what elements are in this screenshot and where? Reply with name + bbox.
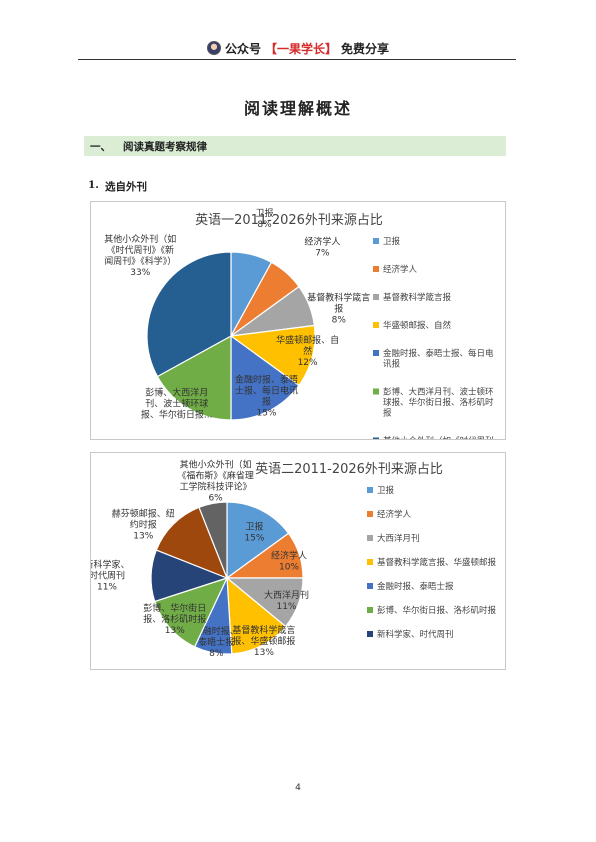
legend-swatch <box>373 294 379 300</box>
header-brand: 【一果学长】 <box>264 41 337 56</box>
page-number: 4 <box>295 783 301 793</box>
legend-swatch <box>373 238 379 244</box>
subsection-title: 选自外刊 <box>104 181 147 193</box>
legend-swatch <box>373 388 379 395</box>
legend-item: 卫报 <box>367 485 395 496</box>
avatar-icon <box>206 41 221 55</box>
legend-item: 基督教科学箴言报、华盛顿邮报 <box>367 557 497 568</box>
legend-label: 彭博、大西洋月刊、波士顿环球报、华尔街日报、洛杉矶时报 <box>383 387 494 419</box>
section-title: 阅读真题考察规律 <box>123 140 207 153</box>
slice-label: 金融时报、泰晤士报、每日电讯报 15% <box>235 373 298 418</box>
slice-label: 经济学人 7% <box>304 236 340 259</box>
legend-item: 金融时报、泰晤士报、每日电讯报 <box>373 348 494 370</box>
pie-chart-english-one: 英语一2011-2026外刊来源占比 卫报 8% 经济学人 7% 基督教科学箴言报 8% 华盛… <box>90 201 506 440</box>
legend-swatch <box>373 437 379 439</box>
chart-title: 英语一2011-2026外刊来源占比 <box>195 213 383 228</box>
slice-label: 彭博、华尔街日报、洛杉矶时报 13% <box>143 602 206 636</box>
legend-swatch <box>373 322 379 328</box>
legend-label: 基督教科学箴言报 <box>383 292 452 303</box>
legend-label: 基督教科学箴言报、华盛顿邮报 <box>377 557 497 568</box>
slice-label: 基督教科学箴言报、华盛顿邮报 13% <box>232 624 295 658</box>
slice-label: 赫芬顿邮报、纽约时报 13% <box>112 507 175 541</box>
pie-slice <box>155 506 229 580</box>
section-number: 一、 <box>90 140 111 153</box>
chart-title: 英语二2011-2026外刊来源占比 <box>255 462 443 477</box>
slice-label: 金融时报、泰晤士报 8% <box>194 625 239 659</box>
section-heading: 一、 阅读真题考察规律 <box>84 136 506 156</box>
legend-label: 其他小众外刊（如《时代周刊》《新闻周刊》《科学》） <box>383 436 494 441</box>
slice-label: 华盛顿邮报、自然 12% <box>276 334 339 368</box>
legend-label: 彭博、华尔街日报、洛杉矶时报 <box>377 605 497 616</box>
pie-slice <box>226 576 287 655</box>
slice-label: 卫报 8% <box>255 207 273 230</box>
pie-slice <box>229 324 316 387</box>
legend-item: 经济学人 <box>373 264 418 275</box>
legend-swatch <box>367 511 373 517</box>
legend-item: 新科学家、时代周刊 <box>367 629 454 640</box>
page-title: 阅读理解概述 <box>243 99 352 118</box>
legend-item: 彭博、大西洋月刊、波士顿环球报、华尔街日报、洛杉矶时报 <box>373 387 494 419</box>
legend-item: 大西洋月刊 <box>367 533 420 544</box>
legend-label: 卫报 <box>377 485 395 496</box>
slice-label: 大西洋月刊 11% <box>264 589 309 612</box>
legend-label: 华盛顿邮报、自然 <box>383 320 452 331</box>
pie-slice <box>226 501 290 580</box>
legend-label: 大西洋月刊 <box>377 533 420 544</box>
legend-swatch <box>367 559 373 565</box>
legend-swatch <box>367 487 373 493</box>
legend-item: 华盛顿邮报、自然 <box>373 320 452 331</box>
legend-label: 新科学家、时代周刊 <box>377 629 454 640</box>
subsection-heading: 1. 选自外刊 <box>88 179 147 194</box>
legend-item: 基督教科学箴言报 <box>373 292 452 303</box>
pie-slice <box>198 501 228 579</box>
slice-label: 基督教科学箴言报 8% <box>307 291 370 325</box>
header-prefix: 公众号 <box>224 41 261 56</box>
header-divider <box>78 59 516 60</box>
legend-item: 金融时报、泰晤士报 <box>367 581 454 592</box>
legend-label: 金融时报、泰晤士报 <box>377 581 454 592</box>
legend-label: 金融时报、泰晤士报、每日电讯报 <box>383 348 494 370</box>
legend-item: 经济学人 <box>367 509 412 520</box>
legend-item: 卫报 <box>373 236 401 247</box>
header-suffix: 免费分享 <box>341 41 390 56</box>
legend-swatch <box>373 350 379 356</box>
legend-label: 经济学人 <box>377 509 412 520</box>
page-header: 公众号 【一果学长】 免费分享 <box>0 36 596 60</box>
legend-swatch <box>367 583 373 589</box>
legend-swatch <box>373 266 379 272</box>
pie-chart-english-two: 英语二2011-2026外刊来源占比卫报 15% 经济学人 10% 大西洋月刊 11% 基督… <box>90 452 506 670</box>
slice-label: 其他小众外刊（如《福布斯》《麻省理工学院科技评论》 6% <box>177 458 254 503</box>
pie-slice <box>146 251 232 378</box>
slice-label: 其他小众外刊（如《时代周刊》《新闻周刊》《科学》） 33% <box>104 233 176 278</box>
slice-label: 经济学人 10% <box>271 550 307 573</box>
slice-label: 彭博、大西洋月刊、波士顿环球报、华尔街日报... <box>141 387 213 421</box>
pie-slice <box>156 334 232 421</box>
subsection-number: 1. <box>88 179 99 191</box>
legend-item: 彭博、华尔街日报、洛杉矶时报 <box>367 605 497 616</box>
pie-slice <box>153 577 229 648</box>
legend-swatch <box>367 535 373 541</box>
legend-label: 卫报 <box>383 236 401 247</box>
pie-slice <box>230 334 300 421</box>
slice-label: 卫报 15% <box>244 521 264 544</box>
legend-label: 经济学人 <box>383 264 418 275</box>
legend-swatch <box>367 631 373 637</box>
legend-swatch <box>367 607 373 613</box>
legend-item: 其他小众外刊（如《时代周刊》《新闻周刊》《科学》） <box>373 436 494 441</box>
